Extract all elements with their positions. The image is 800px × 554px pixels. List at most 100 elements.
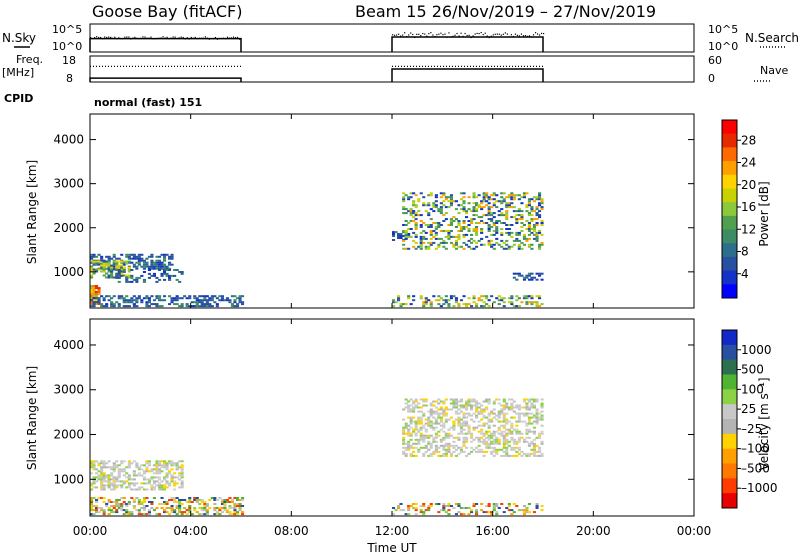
heatmap-cell [419,428,423,431]
heatmap-cell [449,235,453,238]
heatmap-cell [158,278,162,281]
heatmap-cell [527,204,531,207]
heatmap-cell [454,418,458,421]
heatmap-cell [490,212,494,215]
heatmap-cell [112,480,116,483]
heatmap-cell [442,436,446,439]
heatmap-cell [472,448,476,451]
heatmap-cell [147,276,151,279]
heatmap-cell [470,233,474,236]
heatmap-cell [470,406,474,409]
heatmap-cell [228,301,232,304]
heatmap-cell [122,460,126,463]
heatmap-cell [188,501,192,503]
heatmap-cell [538,196,542,199]
heatmap-cell [424,245,428,248]
heatmap-cell [444,241,448,244]
heatmap-cell [444,398,448,401]
heatmap-cell [125,480,129,483]
heatmap-cell [467,245,471,248]
heatmap-cell [228,511,232,514]
heatmap-cell [485,222,489,224]
heatmap-cell [505,422,509,425]
sky-search-point [406,35,408,38]
heatmap-cell [522,398,526,401]
heatmap-cell [527,295,531,298]
heatmap-cell [147,501,151,503]
heatmap-cell [95,476,99,479]
heatmap-cell [482,414,486,417]
heatmap-cell [449,196,453,199]
heatmap-cell [500,245,504,248]
frequency-line [89,77,242,82]
heatmap-cell [447,408,451,411]
heatmap-cell [115,478,119,481]
heatmap-cell [472,503,476,505]
heatmap-cell [439,418,443,421]
heatmap-cell [155,265,159,268]
heatmap-cell [485,194,489,197]
heatmap-cell [515,404,519,407]
heatmap-cell [158,265,162,268]
heatmap-cell [130,478,134,481]
heatmap-cell [402,235,406,237]
heatmap-cell [100,472,104,475]
heatmap-cell [117,480,121,483]
heatmap-cell [397,299,401,302]
heatmap-cell [155,464,159,467]
heatmap-cell [452,424,456,427]
heatmap-cell [512,243,516,246]
heatmap-cell [210,297,214,300]
heatmap-cell [233,507,237,509]
heatmap-cell [487,228,491,230]
colorbar-swatch [722,433,737,450]
sky-search-point [516,34,519,36]
heatmap-cell [193,499,197,501]
heatmap-cell [407,247,411,250]
heatmap-cell [409,420,413,423]
heatmap-cell [500,448,504,451]
heatmap-cell [459,422,463,425]
heatmap-cell [185,501,189,503]
heatmap-cell [465,454,469,457]
heatmap-cell [512,416,516,419]
heatmap-cell [137,261,141,264]
heatmap-cell [482,200,486,203]
heatmap-cell [538,416,542,419]
heatmap-cell [502,430,506,433]
heatmap-cell [487,206,491,209]
heatmap-cell [115,503,119,505]
heatmap-cell [241,505,245,507]
heatmap-cell [424,430,428,433]
heatmap-cell [102,484,106,487]
heatmap-cell [437,295,441,298]
heatmap-cell [152,299,156,302]
heatmap-cell [527,243,531,246]
heatmap-cell [180,486,184,489]
heatmap-cell [454,503,458,505]
heatmap-cell [155,261,159,264]
heatmap-cell [432,440,436,443]
heatmap-cell [158,470,162,473]
heatmap-cell [482,454,486,457]
colorbar-swatch [722,359,737,375]
heatmap-cell [507,297,511,300]
colorbar-swatch [722,404,737,420]
heatmap-cell [402,452,406,455]
heatmap-cell [100,509,104,512]
heatmap-cell [462,208,466,211]
heatmap-cell [480,436,484,439]
heatmap-cell [427,424,431,427]
heatmap-cell [107,484,111,487]
heatmap-cell [442,503,446,505]
heatmap-cell [120,497,124,499]
heatmap-cell [173,509,177,512]
heatmap-cell [434,446,438,449]
heatmap-cell [465,446,469,449]
heatmap-cell [173,497,177,499]
heatmap-cell [465,420,469,423]
heatmap-cell [92,293,96,295]
heatmap-cell [520,454,524,457]
heatmap-cell [110,276,114,279]
